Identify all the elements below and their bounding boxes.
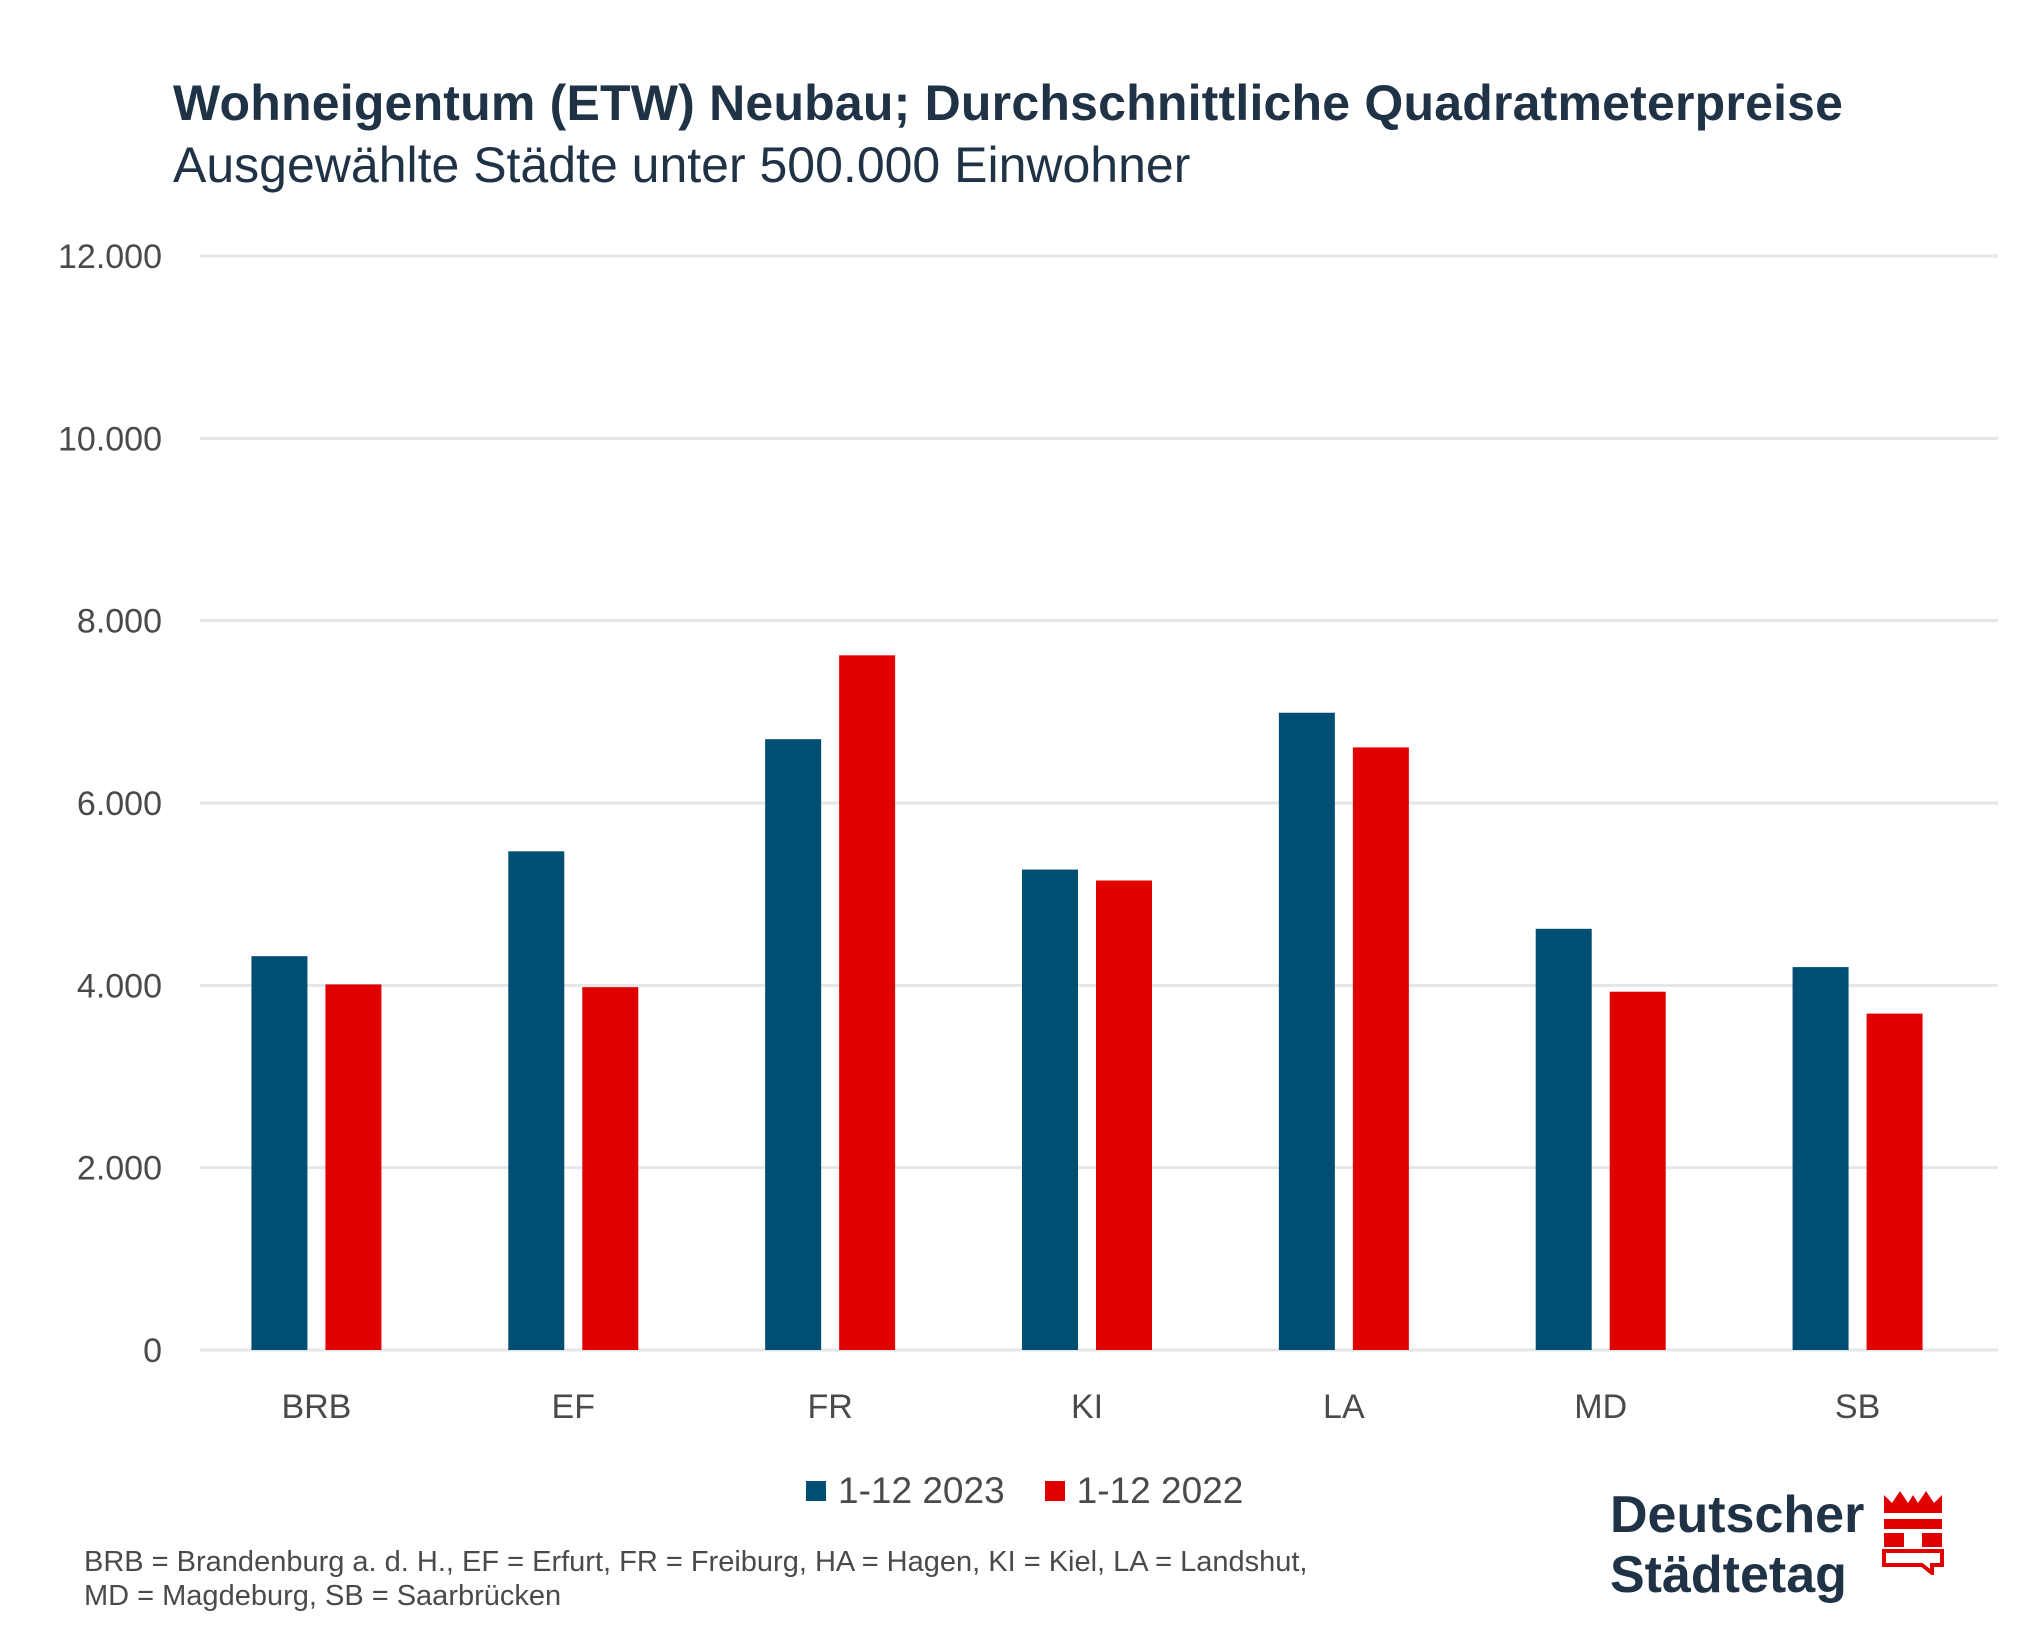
legend-swatch-2022	[1044, 1481, 1065, 1501]
legend: 1-12 2023 1-12 2022	[806, 1470, 1243, 1512]
bars	[251, 655, 1923, 1350]
deutscher-staedtetag-logo: Deutscher Städtetag	[1610, 1485, 1970, 1625]
chart-subtitle: Ausgewählte Städte unter 500.000 Einwohn…	[173, 137, 1191, 193]
y-tick-label: 6.000	[77, 785, 162, 823]
chart-title: Wohneigentum (ETW) Neubau; Durchschnittl…	[173, 75, 1844, 131]
bar-fr-2023	[765, 739, 822, 1350]
y-tick-label: 8.000	[77, 603, 162, 641]
bar-la-2023	[1278, 712, 1335, 1350]
y-tick-label: 10.000	[58, 420, 162, 458]
x-category-label: LA	[1323, 1388, 1365, 1426]
bar-ef-2023	[508, 851, 565, 1350]
bar-md-2023	[1535, 928, 1592, 1350]
bar-ki-2023	[1022, 869, 1078, 1350]
bar-la-2022	[1352, 747, 1409, 1350]
city-gate-icon	[1882, 1491, 1944, 1575]
bar-fr-2022	[839, 655, 896, 1350]
bar-sb-2022	[1866, 1013, 1923, 1350]
bar-brb-2023	[251, 956, 308, 1350]
bar-sb-2023	[1792, 967, 1849, 1350]
x-category-label: MD	[1574, 1388, 1627, 1426]
y-tick-label: 4.000	[77, 967, 162, 1005]
legend-item-2023: 1-12 2023	[806, 1470, 1005, 1512]
bar-chart: 0 2.000 4.000 6.000 8.000 10.000 12.000 BRB EF F…	[58, 238, 1998, 1426]
y-tick-label: 12.000	[58, 238, 162, 276]
bar-ef-2022	[582, 987, 639, 1350]
y-tick-label: 0	[143, 1332, 162, 1370]
x-category-label: FR	[807, 1388, 852, 1426]
y-axis-ticks: 0 2.000 4.000 6.000 8.000 10.000 12.000	[58, 238, 162, 1370]
x-category-label: SB	[1835, 1388, 1880, 1426]
x-category-label: KI	[1071, 1388, 1103, 1426]
legend-label-2023: 1-12 2023	[838, 1470, 1005, 1511]
x-category-label: BRB	[281, 1388, 351, 1426]
legend-label-2022: 1-12 2022	[1076, 1470, 1244, 1511]
legend-item-2022: 1-12 2022	[1044, 1470, 1244, 1512]
x-axis-categories: BRB EF FR KI LA MD SB	[281, 1388, 1880, 1426]
logo-text: Deutscher Städtetag	[1610, 1486, 1865, 1604]
x-category-label: EF	[552, 1388, 595, 1426]
bar-ki-2022	[1096, 880, 1152, 1350]
bar-md-2022	[1609, 991, 1666, 1350]
bar-brb-2022	[325, 984, 382, 1350]
footnote: BRB = Brandenburg a. d. H., EF = Erfurt,…	[84, 1546, 1308, 1612]
y-tick-label: 2.000	[77, 1150, 162, 1188]
legend-swatch-2023	[806, 1481, 826, 1501]
